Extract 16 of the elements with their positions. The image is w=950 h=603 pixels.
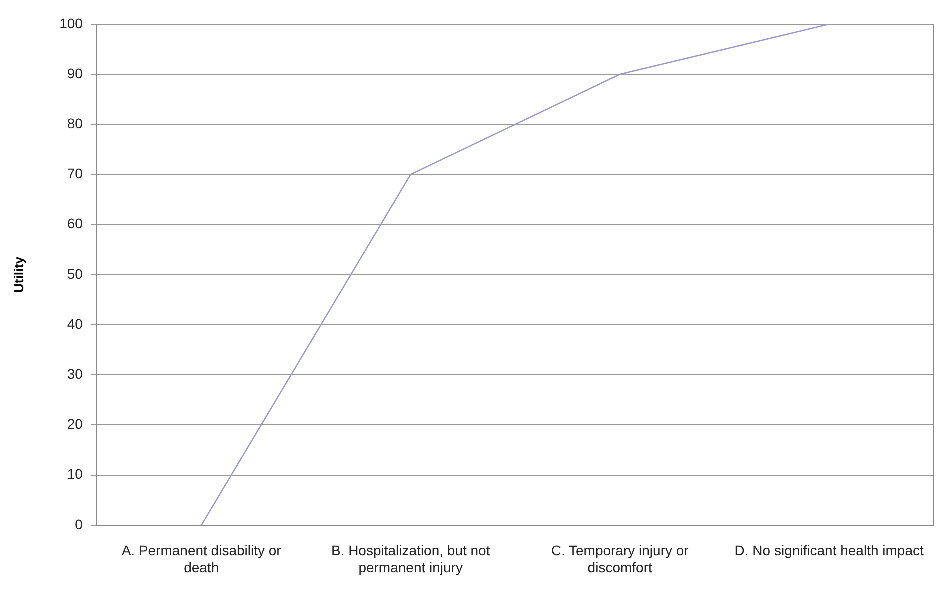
x-tick-label: D. No significant health impact — [734, 542, 924, 559]
y-tick-label: 60 — [67, 216, 84, 232]
x-tick-label: A. Permanent disability or death — [122, 542, 282, 576]
y-tick-label: 80 — [67, 115, 84, 132]
x-tick-label: C. Temporary injury or discomfort — [551, 542, 690, 576]
y-tick-label: 40 — [67, 316, 84, 332]
x-tick-label: B. Hospitalization, but not permanent injury — [331, 542, 490, 576]
y-tick-label: 10 — [67, 466, 84, 482]
y-tick-label: 30 — [67, 366, 84, 382]
y-tick-label: 20 — [67, 416, 84, 432]
y-axis-title: Utility — [11, 256, 26, 293]
y-tick-label: 100 — [60, 15, 84, 32]
y-tick-label: 90 — [67, 65, 84, 82]
y-tick-label: 70 — [67, 166, 84, 182]
y-tick-label: 50 — [67, 266, 84, 282]
y-tick-label: 0 — [75, 516, 84, 532]
